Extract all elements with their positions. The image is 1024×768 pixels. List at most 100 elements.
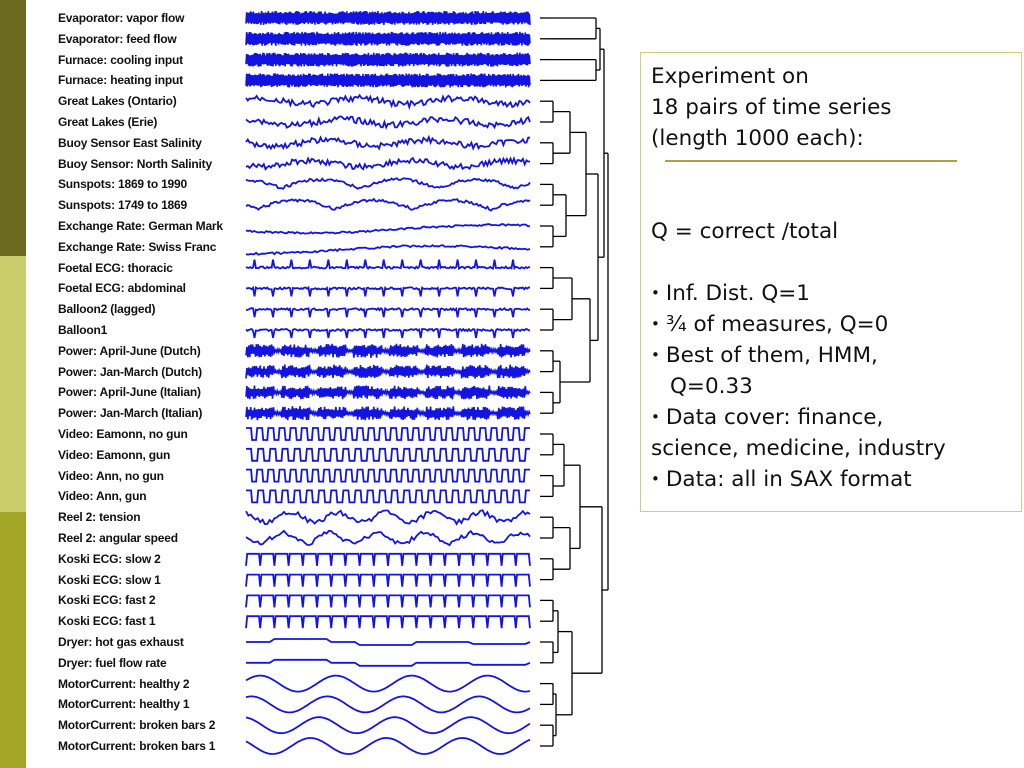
time-series-wave bbox=[245, 674, 531, 693]
bullet-icon: • bbox=[651, 408, 660, 426]
time-series-wave bbox=[245, 529, 531, 547]
series-label: Dryer: fuel flow rate bbox=[58, 655, 167, 670]
time-series-wave bbox=[246, 447, 530, 462]
bullet-item: • Data cover: finance, bbox=[651, 402, 1011, 433]
series-label: Great Lakes (Ontario) bbox=[58, 94, 177, 109]
time-series-wave bbox=[245, 364, 531, 379]
series-label: Koski ECG: slow 1 bbox=[58, 572, 161, 587]
series-label: MotorCurrent: broken bars 1 bbox=[58, 739, 216, 753]
series-label: Power: April-June (Italian) bbox=[58, 385, 201, 400]
series-label: Sunspots: 1749 to 1869 bbox=[58, 198, 187, 213]
series-label: Exchange Rate: German Mark bbox=[58, 219, 223, 233]
bullet-continuation: science, medicine, industry bbox=[651, 436, 946, 461]
bullet-text: Data cover: finance, bbox=[665, 405, 884, 430]
textbox-title-line-1: Experiment on bbox=[651, 64, 809, 89]
series-label: Balloon2 (lagged) bbox=[58, 302, 156, 317]
time-series-wave bbox=[245, 134, 531, 151]
time-series-wave bbox=[245, 197, 531, 212]
series-label: Buoy Sensor: North Salinity bbox=[58, 156, 212, 171]
series-label: Video: Eamonn, no gun bbox=[58, 427, 188, 441]
bullet-item: • ¾ of measures, Q=0 bbox=[651, 309, 1011, 340]
time-series-wave bbox=[245, 223, 531, 235]
series-label: Dryer: hot gas exhaust bbox=[58, 635, 184, 649]
time-series-wave bbox=[245, 552, 531, 566]
time-series-wave bbox=[246, 468, 530, 483]
time-series-wave bbox=[246, 489, 530, 504]
time-series-wave bbox=[245, 177, 531, 190]
series-label: MotorCurrent: healthy 2 bbox=[58, 676, 190, 691]
time-series-dendrogram bbox=[245, 10, 609, 755]
time-series-wave bbox=[245, 115, 531, 130]
textbox-title-line-2: 18 pairs of time series bbox=[651, 95, 892, 120]
time-series-wave bbox=[245, 716, 531, 735]
bullet-text: Best of them, HMM, bbox=[665, 343, 878, 368]
time-series-wave bbox=[245, 285, 531, 297]
bullet-icon: • bbox=[651, 284, 660, 302]
series-label: Great Lakes (Erie) bbox=[58, 115, 158, 129]
time-series-wave bbox=[245, 93, 531, 111]
time-series-wave bbox=[245, 52, 531, 67]
decorative-band-top bbox=[0, 0, 26, 256]
time-series-wave bbox=[245, 244, 531, 256]
series-label: Koski ECG: fast 2 bbox=[58, 593, 156, 608]
bullet-text: ¾ of measures, Q=0 bbox=[665, 312, 889, 337]
time-series-wave bbox=[245, 385, 531, 400]
series-label: Reel 2: tension bbox=[58, 510, 141, 525]
series-label: Koski ECG: slow 2 bbox=[58, 551, 161, 566]
time-series-wave bbox=[245, 594, 531, 608]
spacer bbox=[651, 247, 1011, 278]
series-label: MotorCurrent: healthy 1 bbox=[58, 697, 190, 712]
bullet-item: • Best of them, HMM, bbox=[651, 340, 1011, 371]
experiment-textbox: Experiment on 18 pairs of time series (l… bbox=[640, 52, 1022, 512]
series-label: Foetal ECG: abdominal bbox=[58, 281, 186, 296]
series-label: Koski ECG: fast 1 bbox=[58, 614, 156, 629]
series-label: Exchange Rate: Swiss Franc bbox=[58, 239, 217, 254]
series-label: Evaporator: vapor flow bbox=[58, 11, 185, 25]
series-label: MotorCurrent: broken bars 2 bbox=[58, 718, 216, 733]
bullet-icon: • bbox=[651, 315, 660, 333]
time-series-wave bbox=[245, 31, 531, 46]
time-series-wave bbox=[245, 73, 531, 88]
time-series-wave bbox=[245, 327, 531, 339]
bullet-icon: • bbox=[651, 470, 660, 488]
time-series-wave bbox=[245, 615, 531, 629]
series-label: Buoy Sensor East Salinity bbox=[58, 135, 202, 150]
series-label: Foetal ECG: thoracic bbox=[58, 260, 173, 275]
series-label: Video: Ann, no gun bbox=[58, 468, 164, 483]
series-label: Power: Jan-March (Italian) bbox=[58, 406, 203, 421]
time-series-wave bbox=[245, 737, 531, 755]
bullet-icon: • bbox=[651, 346, 660, 364]
time-series-wave bbox=[245, 306, 530, 318]
series-label: Video: Ann, gun bbox=[58, 489, 147, 504]
time-series-wave bbox=[245, 343, 531, 358]
bullet-item: • Inf. Dist. Q=1 bbox=[651, 278, 1011, 309]
series-label: Video: Eamonn, gun bbox=[58, 447, 171, 462]
series-label: Power: April-June (Dutch) bbox=[58, 343, 201, 358]
bullet-text: Data: all in SAX format bbox=[665, 467, 912, 492]
series-label: Furnace: cooling input bbox=[58, 52, 183, 67]
time-series-wave bbox=[245, 695, 531, 714]
time-series-wave bbox=[246, 427, 530, 441]
time-series-wave bbox=[245, 259, 531, 271]
time-series-wave bbox=[245, 573, 531, 587]
time-series-wave bbox=[246, 638, 531, 646]
series-label: Furnace: heating input bbox=[58, 73, 183, 88]
bullet-text: Inf. Dist. Q=1 bbox=[665, 281, 810, 306]
series-label: Sunspots: 1869 to 1990 bbox=[58, 177, 187, 192]
bullet-item: • Data: all in SAX format bbox=[651, 464, 1011, 495]
bullet-continuation: Q=0.33 bbox=[670, 374, 753, 399]
decorative-band-bottom bbox=[0, 512, 26, 768]
spacer bbox=[651, 185, 1011, 216]
series-label: Power: Jan-March (Dutch) bbox=[58, 364, 202, 379]
spacer bbox=[651, 154, 1011, 185]
time-series-wave bbox=[245, 10, 531, 25]
decorative-band-middle bbox=[0, 256, 26, 512]
time-series-wave bbox=[245, 406, 531, 421]
q-definition: Q = correct /total bbox=[651, 219, 839, 244]
time-series-wave bbox=[246, 658, 531, 667]
series-label: Evaporator: feed flow bbox=[58, 31, 177, 46]
series-label: Balloon1 bbox=[58, 323, 108, 337]
title-underline bbox=[665, 160, 957, 162]
series-label: Reel 2: angular speed bbox=[58, 531, 178, 545]
